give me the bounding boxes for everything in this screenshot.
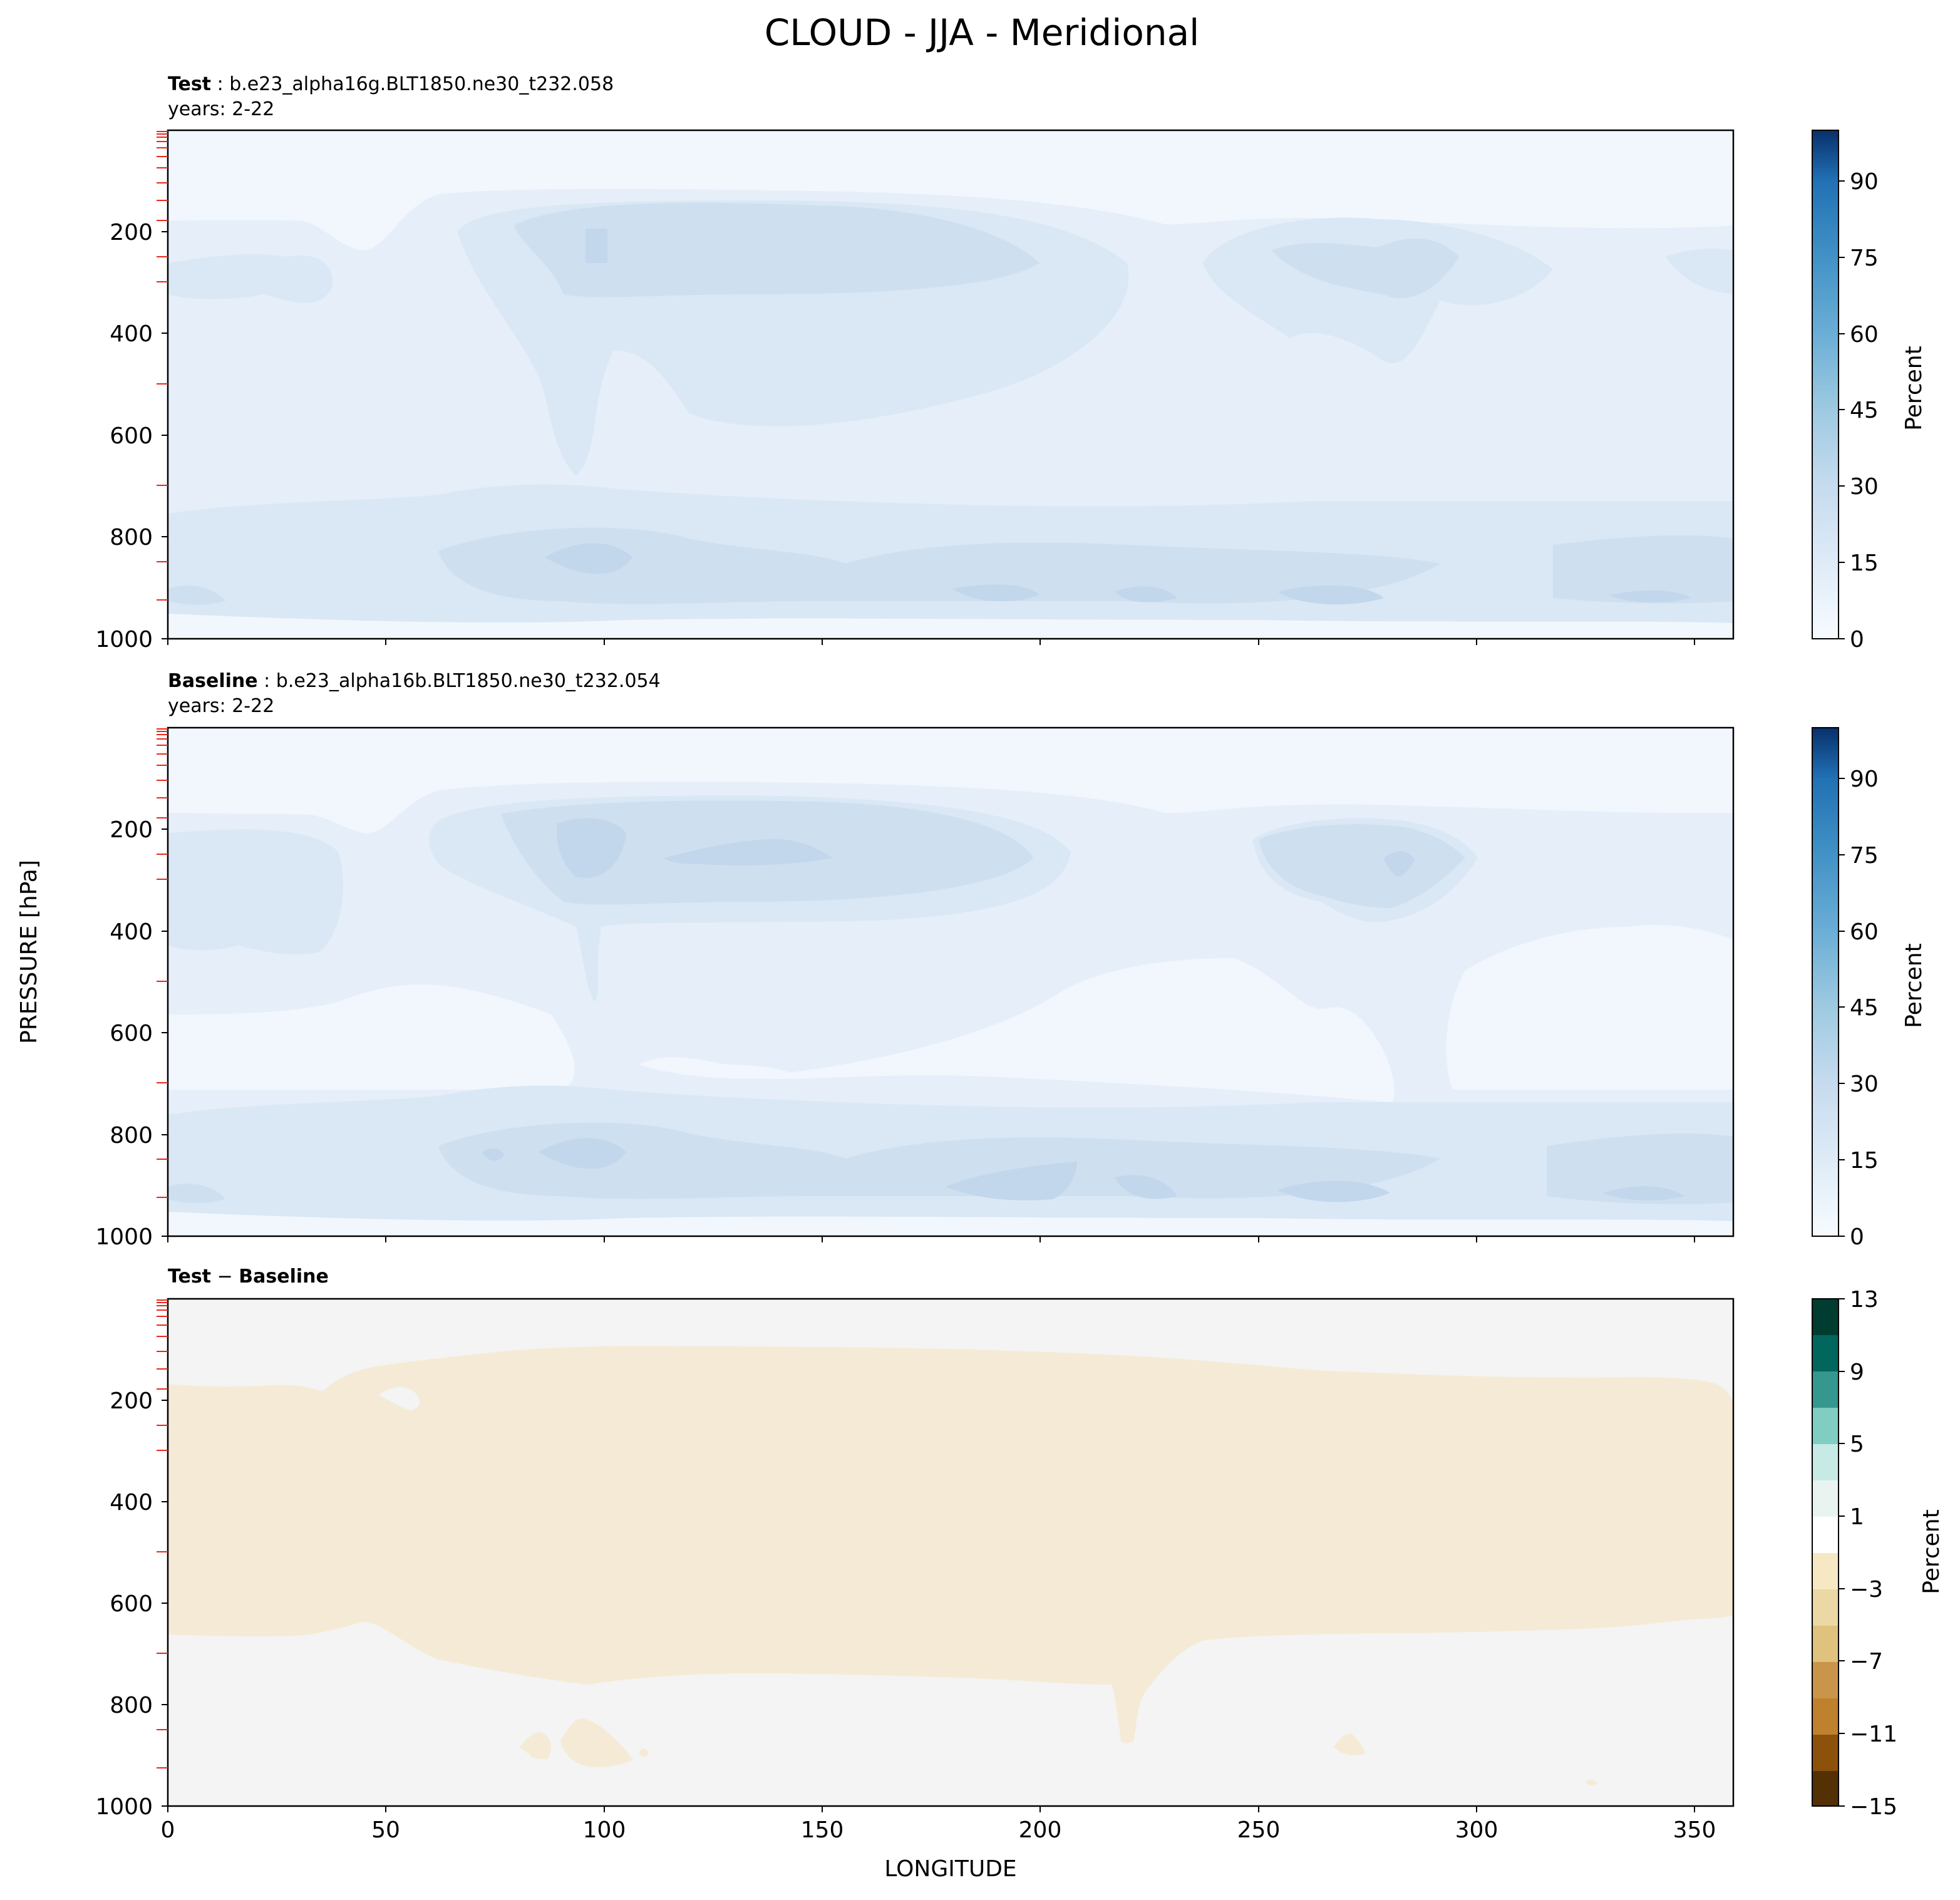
baseline-colorbar-ticks: 0 15 30 45 60 75 90 bbox=[1839, 767, 1879, 1250]
difference-y-tick-label: 200 bbox=[110, 1388, 153, 1414]
test-y-tick-label: 200 bbox=[110, 220, 153, 245]
baseline-cbar-tick: 30 bbox=[1850, 1071, 1879, 1097]
baseline-x-ticks bbox=[167, 1236, 1695, 1242]
test-cbar-tick: 75 bbox=[1850, 245, 1879, 271]
x-tick-label: 50 bbox=[371, 1817, 400, 1843]
test-colorbar-label: Percent bbox=[1901, 346, 1927, 430]
difference-colorbar-ramp bbox=[1812, 1298, 1839, 1807]
baseline-colorbar-ramp bbox=[1812, 727, 1839, 1237]
difference-cbar-tick: 5 bbox=[1850, 1432, 1864, 1457]
test-panel-title-run: : b.e23_alpha16g.BLT1850.ne30_t232.058 bbox=[211, 73, 614, 95]
x-tick-label: 150 bbox=[801, 1817, 844, 1843]
difference-cbar-tick: 13 bbox=[1850, 1287, 1879, 1313]
test-colorbar: 0 15 30 45 60 75 90 Percent bbox=[1812, 130, 1927, 653]
baseline-y-ticks: 200 400 600 800 1000 bbox=[95, 817, 168, 1250]
difference-title-test: Test bbox=[168, 1266, 211, 1288]
x-axis-label: LONGITUDE bbox=[884, 1856, 1016, 1882]
difference-pressure-level-marks bbox=[157, 1299, 168, 1768]
baseline-y-tick-label: 800 bbox=[110, 1123, 153, 1149]
difference-y-tick-label: 1000 bbox=[95, 1794, 153, 1820]
test-contour-field bbox=[168, 130, 1733, 639]
test-colorbar-ramp bbox=[1812, 130, 1839, 639]
difference-title-baseline: Baseline bbox=[239, 1266, 329, 1288]
baseline-y-tick-label: 400 bbox=[110, 919, 153, 945]
difference-x-ticks: 0 50 100 150 200 250 300 350 bbox=[161, 1806, 1716, 1843]
y-axis-label: PRESSURE [hPa] bbox=[16, 860, 42, 1044]
baseline-panel-years: years: 2-22 bbox=[168, 695, 274, 717]
difference-colorbar-ticks: −15 −11 −7 −3 1 5 9 13 bbox=[1839, 1287, 1897, 1820]
difference-cbar-tick: 9 bbox=[1850, 1360, 1864, 1385]
baseline-colorbar: 0 15 30 45 60 75 90 Percent bbox=[1812, 727, 1927, 1250]
x-tick-label: 250 bbox=[1237, 1817, 1281, 1843]
x-tick-label: 300 bbox=[1455, 1817, 1498, 1843]
x-tick-label: 200 bbox=[1019, 1817, 1062, 1843]
test-panel: Test : b.e23_alpha16g.BLT1850.ne30_t232.… bbox=[95, 73, 1927, 653]
baseline-panel-title: Baseline : b.e23_alpha16b.BLT1850.ne30_t… bbox=[168, 670, 661, 692]
difference-y-ticks: 200 400 600 800 1000 bbox=[95, 1388, 168, 1820]
test-y-tick-label: 600 bbox=[110, 423, 153, 449]
test-y-tick-label: 400 bbox=[110, 321, 153, 347]
baseline-y-tick-label: 1000 bbox=[95, 1224, 153, 1250]
difference-colorbar-label: Percent bbox=[1919, 1509, 1944, 1594]
difference-y-tick-label: 400 bbox=[110, 1490, 153, 1515]
baseline-cbar-tick: 90 bbox=[1850, 767, 1879, 792]
test-y-tick-label: 1000 bbox=[95, 627, 153, 653]
test-cbar-tick: 90 bbox=[1850, 169, 1879, 195]
baseline-contour-field bbox=[168, 728, 1733, 1236]
difference-cbar-tick: −3 bbox=[1850, 1577, 1883, 1603]
test-colorbar-ticks: 0 15 30 45 60 75 90 bbox=[1839, 169, 1879, 653]
difference-y-tick-label: 800 bbox=[110, 1693, 153, 1718]
difference-panel: Test − Baseline 200 400 600 bbox=[95, 1266, 1944, 1882]
baseline-cbar-tick: 45 bbox=[1850, 995, 1879, 1021]
difference-cbar-tick: −11 bbox=[1850, 1722, 1897, 1747]
baseline-y-tick-label: 200 bbox=[110, 817, 153, 843]
test-cbar-tick: 45 bbox=[1850, 398, 1879, 423]
test-cbar-tick: 0 bbox=[1850, 627, 1864, 653]
test-y-ticks: 200 400 600 800 1000 bbox=[95, 220, 168, 653]
baseline-panel-title-run: : b.e23_alpha16b.BLT1850.ne30_t232.054 bbox=[258, 670, 661, 692]
difference-y-tick-label: 600 bbox=[110, 1591, 153, 1617]
test-x-ticks bbox=[167, 639, 1695, 645]
x-tick-label: 0 bbox=[161, 1817, 175, 1843]
test-y-tick-label: 800 bbox=[110, 525, 153, 550]
difference-cbar-tick: −7 bbox=[1850, 1649, 1883, 1675]
test-cbar-tick: 60 bbox=[1850, 322, 1879, 348]
baseline-cbar-tick: 0 bbox=[1850, 1224, 1864, 1250]
baseline-panel-title-bold: Baseline bbox=[168, 670, 258, 692]
figure-title: CLOUD - JJA - Meridional bbox=[765, 11, 1200, 54]
difference-cbar-tick: 1 bbox=[1850, 1504, 1864, 1530]
baseline-cbar-tick: 15 bbox=[1850, 1148, 1879, 1174]
difference-cbar-tick: −15 bbox=[1850, 1794, 1897, 1820]
baseline-y-tick-label: 600 bbox=[110, 1021, 153, 1046]
difference-colorbar: −15 −11 −7 −3 1 5 9 13 Percent bbox=[1812, 1287, 1944, 1820]
difference-contour-field bbox=[168, 1299, 1733, 1806]
test-pressure-level-marks bbox=[157, 131, 168, 601]
difference-panel-title: Test − Baseline bbox=[168, 1266, 329, 1288]
test-cbar-tick: 30 bbox=[1850, 474, 1879, 500]
baseline-colorbar-label: Percent bbox=[1901, 943, 1927, 1028]
x-tick-label: 350 bbox=[1673, 1817, 1716, 1843]
baseline-cbar-tick: 60 bbox=[1850, 919, 1879, 945]
test-cbar-tick: 15 bbox=[1850, 550, 1879, 576]
baseline-cbar-tick: 75 bbox=[1850, 843, 1879, 869]
test-panel-title: Test : b.e23_alpha16g.BLT1850.ne30_t232.… bbox=[168, 73, 614, 95]
x-tick-label: 100 bbox=[583, 1817, 626, 1843]
difference-title-minus: − bbox=[211, 1266, 239, 1288]
test-panel-years: years: 2-22 bbox=[168, 98, 274, 120]
test-panel-title-bold: Test bbox=[168, 73, 211, 95]
baseline-pressure-level-marks bbox=[157, 728, 168, 1198]
baseline-panel: Baseline : b.e23_alpha16b.BLT1850.ne30_t… bbox=[95, 670, 1927, 1250]
